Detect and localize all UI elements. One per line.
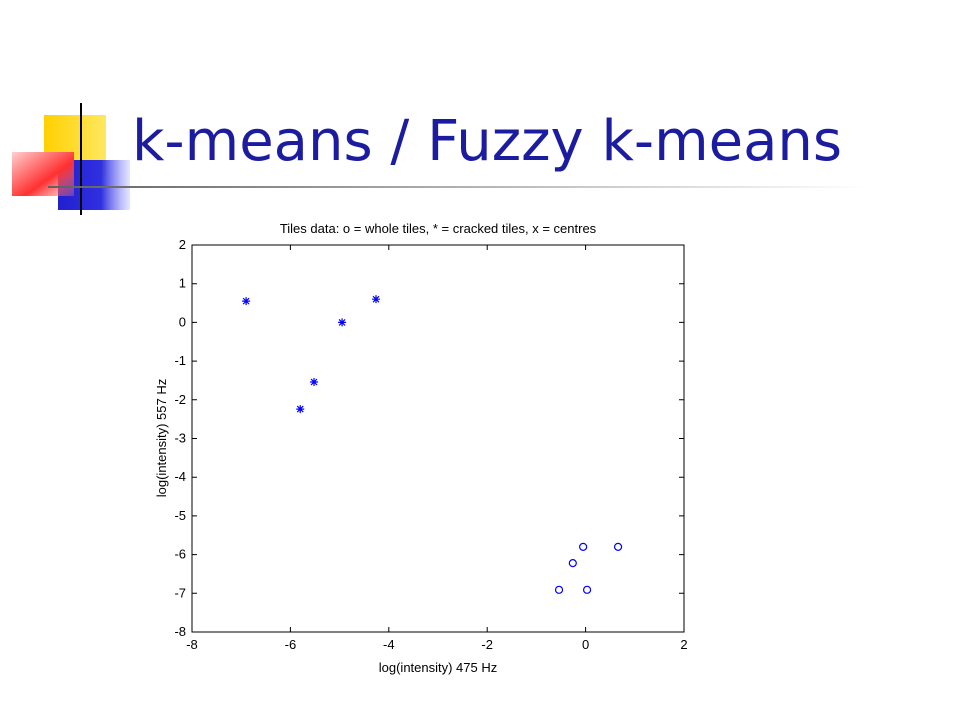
y-tick-label: -5 xyxy=(174,508,186,523)
plot-frame xyxy=(191,244,685,633)
data-point xyxy=(338,318,347,327)
deco-red xyxy=(12,152,74,196)
y-tick-label: -1 xyxy=(174,353,186,368)
x-tick-label: -2 xyxy=(481,637,493,652)
data-point xyxy=(579,542,588,551)
y-tick-label: -4 xyxy=(174,469,186,484)
x-tick-label: -8 xyxy=(186,637,198,652)
slide-title: k-means / Fuzzy k-means xyxy=(132,109,842,174)
y-tick-label: -3 xyxy=(174,431,186,446)
data-point xyxy=(372,295,381,304)
chart-title: Tiles data: o = whole tiles, * = cracked… xyxy=(280,221,597,236)
data-point xyxy=(582,585,592,594)
deco-hline xyxy=(48,186,868,188)
x-axis-label: log(intensity) 475 Hz xyxy=(379,660,498,675)
data-point xyxy=(296,405,305,414)
y-tick-label: -8 xyxy=(174,624,186,639)
data-point xyxy=(242,297,251,306)
y-axis-label: log(intensity) 557 Hz xyxy=(154,379,169,498)
y-tick-label: -6 xyxy=(174,547,186,562)
y-tick-label: 2 xyxy=(179,237,186,252)
chart: Tiles data: o = whole tiles, * = cracked… xyxy=(154,221,688,675)
x-tick-label: 0 xyxy=(582,637,589,652)
x-tick-label: -6 xyxy=(285,637,297,652)
data-point xyxy=(310,377,319,386)
x-tick-label: 2 xyxy=(680,637,687,652)
data-point xyxy=(554,585,564,594)
data-point xyxy=(613,542,623,551)
y-tick-label: -2 xyxy=(174,392,186,407)
data-point xyxy=(568,559,577,568)
y-tick-label: 1 xyxy=(179,276,186,291)
y-tick-label: 0 xyxy=(179,314,186,329)
y-tick-label: -7 xyxy=(174,585,186,600)
x-tick-label: -4 xyxy=(383,637,395,652)
